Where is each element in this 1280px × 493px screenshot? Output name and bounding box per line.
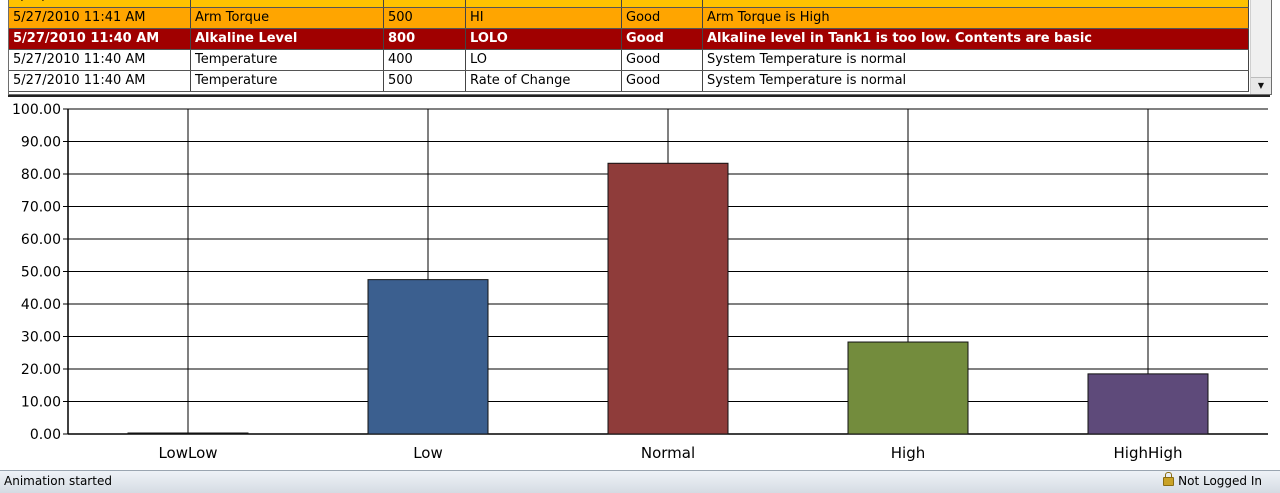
row-quality: Good	[622, 71, 703, 91]
x-tick-label: High	[891, 444, 925, 462]
x-tick-label: LowLow	[158, 444, 217, 462]
y-tick-label: 100.00	[12, 102, 61, 118]
row-limit: HI	[466, 8, 622, 28]
alarm-grid[interactable]: 5/27/2010 11:40 AMAsh Content400LOLOGood…	[8, 0, 1272, 95]
login-status: Not Logged In	[1163, 471, 1262, 492]
row-value: 400	[384, 50, 466, 70]
row-message: Arm Torque is High	[703, 8, 1249, 28]
bar-highhigh	[1087, 373, 1209, 435]
row-message: Alkaline level in Tank1 is too low. Cont…	[703, 29, 1249, 49]
row-tag: Temperature	[191, 50, 384, 70]
alarm-distribution-chart: 0.00 10.00 20.00 30.00 40.00 50.00 60.00 70.00 8…	[8, 95, 1270, 467]
row-value: 400	[384, 0, 466, 7]
x-tick-label: HighHigh	[1114, 444, 1183, 462]
row-message: System Temperature is normal	[703, 71, 1249, 91]
row-quality: Good	[622, 50, 703, 70]
row-quality: Good	[622, 0, 703, 7]
lock-icon	[1163, 472, 1175, 486]
x-tick-label: Normal	[641, 444, 695, 462]
row-quality: Good	[622, 8, 703, 28]
row-time: 5/27/2010 11:40 AM	[9, 71, 191, 91]
alarm-row[interactable]: 5/27/2010 11:40 AM Alkaline Level 800 LOLO G…	[9, 29, 1249, 50]
y-tick-label: 40.00	[21, 297, 61, 313]
row-value: 500	[384, 8, 466, 28]
bar-normal	[607, 162, 729, 435]
y-tick-label: 20.00	[21, 362, 61, 378]
bar-lowlow	[127, 432, 249, 435]
row-time: 5/27/2010 11:40 AM	[9, 0, 191, 7]
row-message: Ash Content of Tank1 is too low. Content…	[703, 0, 1249, 7]
status-bar: Animation started Not Logged In	[0, 470, 1280, 493]
y-tick-label: 70.00	[21, 200, 61, 216]
row-value: 500	[384, 71, 466, 91]
row-limit: LOLO	[466, 0, 622, 7]
row-limit: LOLO	[466, 29, 622, 49]
bar-high	[847, 341, 969, 435]
row-tag: Ash Content	[191, 0, 384, 7]
scroll-down-icon[interactable]: ▼	[1251, 77, 1271, 94]
y-tick-label: 80.00	[21, 167, 61, 183]
y-tick-label: 0.00	[30, 427, 61, 443]
bar-chart: 0.00 10.00 20.00 30.00 40.00 50.00 60.00 70.00 8…	[12, 102, 1268, 462]
bar-low	[367, 279, 489, 435]
row-limit: LO	[466, 50, 622, 70]
login-status-label: Not Logged In	[1178, 474, 1262, 488]
vertical-scrollbar[interactable]: ▼	[1250, 0, 1271, 94]
status-text: Animation started	[4, 474, 112, 488]
row-value: 800	[384, 29, 466, 49]
row-limit: Rate of Change	[466, 71, 622, 91]
row-tag: Temperature	[191, 71, 384, 91]
alarm-row[interactable]: 5/27/2010 11:40 AM Temperature 500 Rate of …	[9, 71, 1249, 92]
y-tick-label: 10.00	[21, 395, 61, 411]
row-quality: Good	[622, 29, 703, 49]
row-time: 5/27/2010 11:40 AM	[9, 29, 191, 49]
alarm-row[interactable]: 5/27/2010 11:41 AM Arm Torque 500 HI Good Arm…	[9, 8, 1249, 29]
row-time: 5/27/2010 11:40 AM	[9, 50, 191, 70]
y-tick-label: 30.00	[21, 330, 61, 346]
row-time: 5/27/2010 11:41 AM	[9, 8, 191, 28]
x-tick-label: Low	[413, 444, 443, 462]
y-tick-label: 60.00	[21, 232, 61, 248]
alarm-row[interactable]: 5/27/2010 11:40 AM Temperature 400 LO Good Sy…	[9, 50, 1249, 71]
y-tick-label: 50.00	[21, 265, 61, 281]
alarm-row[interactable]: 5/27/2010 11:40 AMAsh Content400LOLOGood…	[9, 0, 1249, 8]
row-tag: Alkaline Level	[191, 29, 384, 49]
y-tick-label: 90.00	[21, 135, 61, 151]
row-message: System Temperature is normal	[703, 50, 1249, 70]
row-tag: Arm Torque	[191, 8, 384, 28]
